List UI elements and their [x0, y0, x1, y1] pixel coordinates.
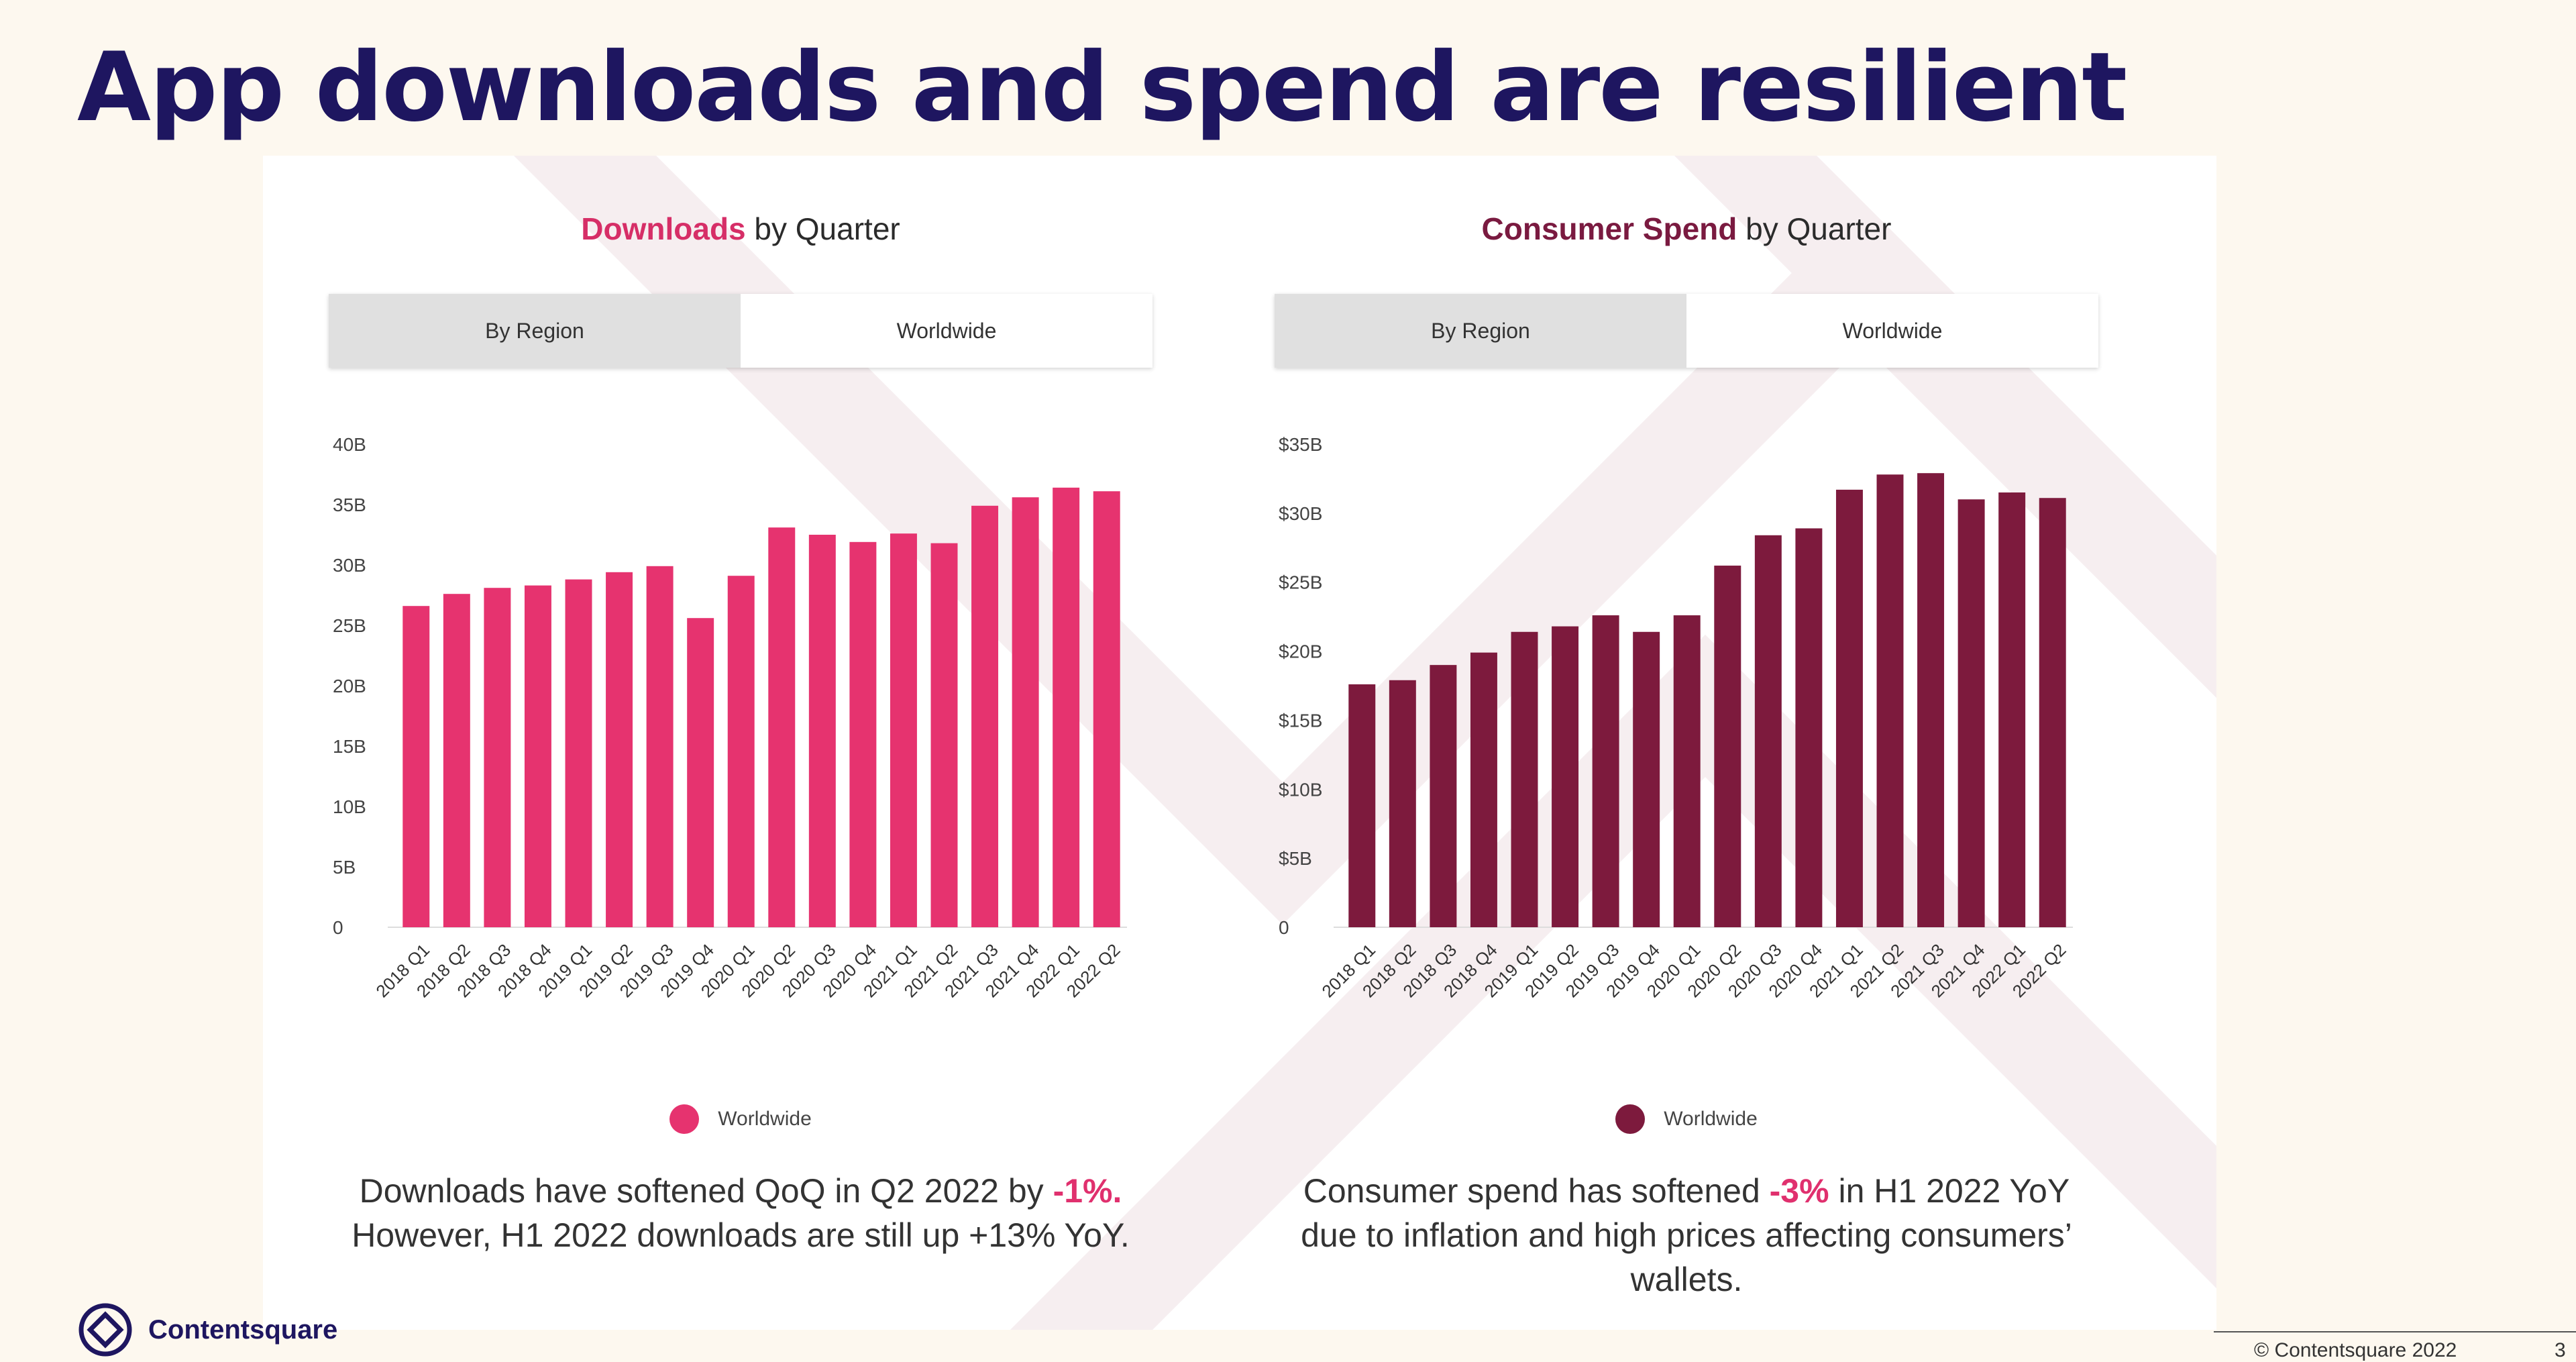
- downloads-bar: [768, 527, 796, 927]
- spend-tab-bar: By Region Worldwide: [1275, 294, 2098, 368]
- downloads-bar: [808, 535, 836, 927]
- spend-bar: [1998, 492, 2026, 927]
- downloads-bar: [524, 585, 551, 927]
- downloads-bar: [565, 579, 592, 927]
- downloads-ytick-label: 30B: [333, 555, 366, 576]
- spend-caption-em: -3%: [1769, 1172, 1829, 1210]
- downloads-caption-a: Downloads have softened QoQ in Q2 2022 b…: [359, 1172, 1053, 1210]
- slide-title: App downloads and spend are resilient: [77, 32, 2127, 143]
- downloads-legend-dot: [669, 1104, 700, 1134]
- spend-ytick-label: 0: [1279, 917, 1289, 938]
- spend-bar: [1389, 680, 1416, 927]
- spend-ytick-label: $10B: [1279, 779, 1322, 800]
- spend-bar: [1795, 528, 1823, 927]
- spend-bar: [1633, 631, 1660, 927]
- charts-panel: Downloads by Quarter By Region Worldwide…: [263, 156, 2216, 1330]
- spend-tab-worldwide[interactable]: Worldwide: [1686, 294, 2098, 368]
- spend-ytick-label: $15B: [1279, 710, 1322, 731]
- downloads-ytick-label: 5B: [333, 857, 356, 878]
- downloads-bar: [606, 572, 633, 927]
- spend-ytick-label: $25B: [1279, 572, 1322, 593]
- downloads-bar: [727, 576, 755, 927]
- spend-title-rest: by Quarter: [1737, 211, 1892, 246]
- downloads-tab-worldwide[interactable]: Worldwide: [741, 294, 1152, 368]
- spend-bar: [1673, 615, 1701, 927]
- downloads-ytick-label: 35B: [333, 494, 366, 515]
- downloads-ytick-label: 15B: [333, 736, 366, 757]
- downloads-title-highlight: Downloads: [581, 211, 746, 246]
- footer-copyright: © Contentsquare 2022: [2254, 1339, 2457, 1361]
- downloads-bar: [890, 533, 917, 927]
- downloads-bar: [930, 543, 958, 927]
- spend-ytick-label: $35B: [1279, 434, 1322, 455]
- downloads-bar: [443, 594, 470, 927]
- downloads-tab-bar: By Region Worldwide: [329, 294, 1152, 368]
- downloads-bar: [849, 541, 877, 927]
- spend-title-highlight: Consumer Spend: [1481, 211, 1737, 246]
- downloads-bar: [1053, 487, 1080, 927]
- downloads-ytick-label: 25B: [333, 615, 366, 636]
- spend-legend-dot: [1615, 1104, 1646, 1134]
- spend-bar: [1754, 535, 1782, 927]
- spend-bar: [1592, 615, 1619, 927]
- spend-legend-label: Worldwide: [1664, 1108, 1758, 1130]
- downloads-caption: Downloads have softened QoQ in Q2 2022 b…: [329, 1169, 1152, 1257]
- downloads-ytick-label: 40B: [333, 434, 366, 455]
- spend-bar: [1957, 499, 1985, 927]
- spend-bar: [1917, 473, 1945, 927]
- spend-bar: [1835, 489, 1863, 927]
- spend-bar: [1714, 566, 1741, 927]
- downloads-caption-em: -1%.: [1053, 1172, 1122, 1210]
- footer-divider: [2214, 1331, 2576, 1332]
- downloads-ytick-label: 20B: [333, 676, 366, 696]
- spend-ytick-label: $5B: [1279, 848, 1312, 869]
- spend-caption: Consumer spend has softened -3% in H1 20…: [1275, 1169, 2098, 1302]
- downloads-bar: [484, 588, 511, 927]
- brand-name: Contentsquare: [148, 1314, 338, 1345]
- spend-tab-by-region[interactable]: By Region: [1275, 294, 1686, 368]
- downloads-legend: Worldwide: [329, 1104, 1152, 1134]
- spend-legend: Worldwide: [1275, 1104, 2098, 1134]
- spend-bar: [1470, 652, 1497, 927]
- spend-caption-a: Consumer spend has softened: [1303, 1172, 1770, 1210]
- spend-ytick-label: $30B: [1279, 503, 1322, 524]
- downloads-bar: [687, 618, 714, 927]
- spend-bar: [2039, 498, 2066, 927]
- downloads-bar: [971, 505, 999, 927]
- downloads-bar: [1012, 497, 1039, 927]
- downloads-bar: [1093, 491, 1120, 927]
- spend-ytick-label: $20B: [1279, 641, 1322, 662]
- downloads-ytick-label: 10B: [333, 796, 366, 817]
- downloads-chart-title: Downloads by Quarter: [329, 211, 1152, 247]
- brand-logo: Contentsquare: [77, 1302, 337, 1358]
- downloads-tab-by-region[interactable]: By Region: [329, 294, 741, 368]
- spend-bar: [1511, 631, 1538, 927]
- spend-chart-title: Consumer Spend by Quarter: [1275, 211, 2098, 247]
- downloads-bar: [402, 606, 430, 927]
- spend-bar: [1348, 684, 1376, 927]
- spend-bar: [1430, 665, 1457, 927]
- spend-bar: [1552, 626, 1579, 927]
- spend-bar: [1876, 474, 1904, 927]
- spend-caption-b: in H1 2022 YoY due to inflation and high…: [1301, 1172, 2072, 1298]
- downloads-legend-label: Worldwide: [718, 1108, 812, 1130]
- downloads-title-rest: by Quarter: [745, 211, 900, 246]
- contentsquare-logo-icon: [78, 1303, 132, 1357]
- page-number: 3: [2555, 1339, 2566, 1361]
- downloads-bar: [646, 566, 674, 927]
- downloads-ytick-label: 0: [333, 917, 343, 938]
- downloads-caption-b: However, H1 2022 downloads are still up …: [352, 1216, 1130, 1254]
